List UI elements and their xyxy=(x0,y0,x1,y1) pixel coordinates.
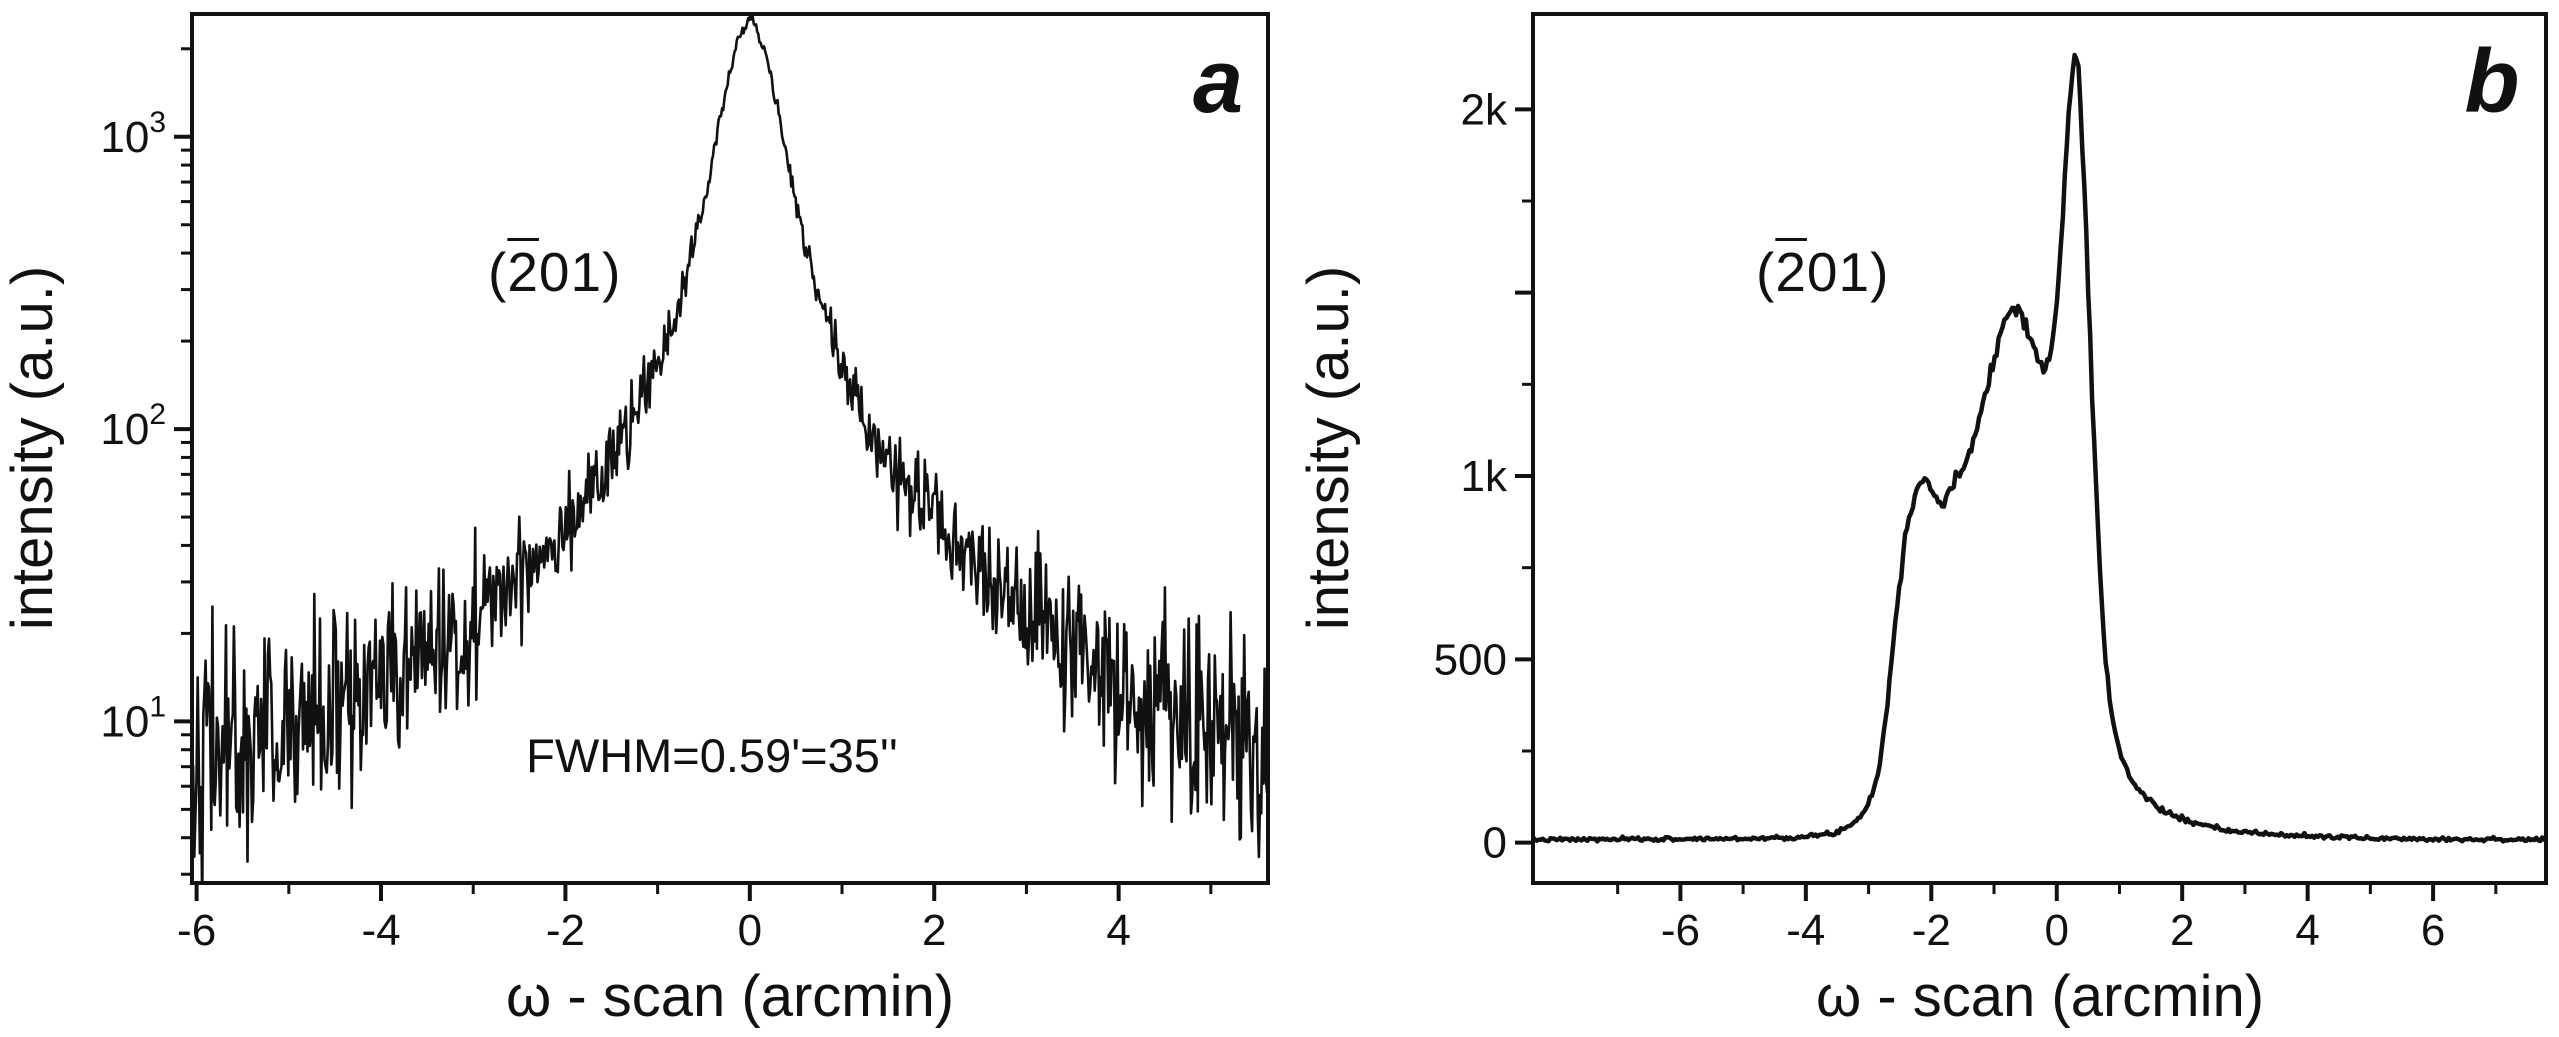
x-tick-label: -6 xyxy=(177,906,216,955)
y-tick-label: 0 xyxy=(1483,819,1507,868)
plot-frame-a xyxy=(190,12,1270,885)
y-axis-title-b: intensity (a.u.) xyxy=(1296,266,1361,630)
y-tick-label: 500 xyxy=(1434,635,1507,684)
x-tick-label: 2 xyxy=(2170,906,2194,955)
plot-frame-b xyxy=(1531,12,2548,885)
y-tick-label: 1k xyxy=(1461,452,1508,501)
x-tick-label: 6 xyxy=(2421,906,2445,955)
miller-rest-b: 01) xyxy=(1806,241,1890,303)
miller-bar-digit-b: 2 xyxy=(1775,241,1807,303)
miller-index-label-a: (201) xyxy=(488,240,621,304)
y-tick-label: 2k xyxy=(1461,85,1508,134)
y-tick-label: 101 xyxy=(100,690,166,746)
x-tick-label: -2 xyxy=(1912,906,1951,955)
y-tick-label: 102 xyxy=(100,398,166,454)
x-tick-label: 4 xyxy=(1106,906,1130,955)
x-axis-title-a: ω - scan (arcmin) xyxy=(506,964,954,1029)
x-tick-label: 4 xyxy=(2295,906,2319,955)
miller-bar-digit-a: 2 xyxy=(507,241,539,303)
x-tick-label: 0 xyxy=(2045,906,2069,955)
curve-group-a xyxy=(190,12,1270,885)
miller-index-label-b: (201) xyxy=(1756,240,1889,304)
x-tick-label: 0 xyxy=(738,906,762,955)
x-tick-label: -2 xyxy=(546,906,585,955)
x-tick-label: -4 xyxy=(1786,906,1825,955)
x-tick-label: -6 xyxy=(1661,906,1700,955)
miller-open-a: ( xyxy=(488,241,508,303)
panel-label-b: b xyxy=(2465,32,2520,132)
y-axis-title-a: intensity (a.u.) xyxy=(0,266,65,630)
panel-label-a: a xyxy=(1193,32,1243,132)
y-tick-label: 103 xyxy=(100,106,166,162)
x-axis-title-b: ω - scan (arcmin) xyxy=(1816,964,2264,1029)
miller-rest-a: 01) xyxy=(538,241,622,303)
x-tick-label: 2 xyxy=(922,906,946,955)
data-curve-b xyxy=(1531,52,2548,844)
fwhm-annotation: FWHM=0.59'=35'' xyxy=(526,729,898,782)
panel-b: -6 -4 -2 0 2 4 6 0 500 1k 2k xyxy=(1434,12,2548,955)
miller-open-b: ( xyxy=(1756,241,1776,303)
panel-a: -6 -4 -2 0 2 4 101 102 103 xyxy=(100,12,1270,955)
x-tick-label: -4 xyxy=(361,906,400,955)
data-curve-a xyxy=(190,12,1270,885)
curve-group-b xyxy=(1531,52,2548,844)
